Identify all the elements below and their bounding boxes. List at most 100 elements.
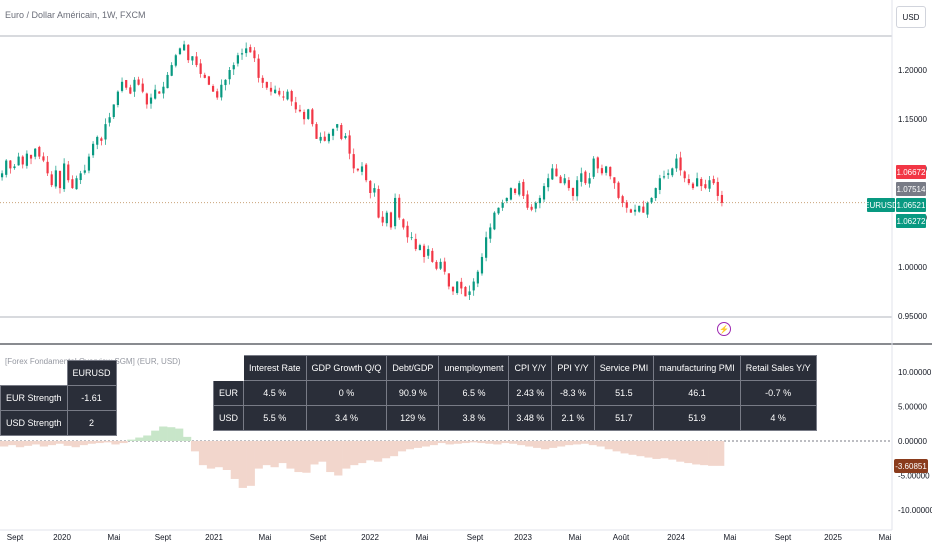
candle-body	[129, 87, 132, 94]
currency-button[interactable]: USD	[896, 6, 926, 28]
candle-body	[559, 176, 562, 184]
candle-body	[468, 291, 471, 295]
header-manufacturing-pmi: manufacturing PMI	[653, 355, 741, 381]
indicator-bar	[119, 441, 128, 444]
indicator-bar	[286, 441, 295, 469]
indicator-bar	[222, 441, 232, 470]
candle-body	[584, 171, 587, 184]
time-axis-label: Mai	[416, 533, 429, 542]
candle-body	[360, 166, 364, 172]
candle-body	[596, 157, 599, 169]
table-cell: 3.48 %	[508, 405, 553, 431]
candle-body	[319, 136, 322, 141]
indicator-bar	[405, 441, 415, 450]
candle-body	[650, 197, 653, 203]
candle-body	[112, 104, 115, 118]
candle-body	[302, 111, 306, 120]
candle-body	[17, 156, 20, 166]
candle-body	[476, 271, 479, 284]
table-row: EUR Strength -1.61	[0, 385, 117, 411]
close-price-tag: 1.07514	[896, 182, 926, 196]
indicator-axis-label: -10.00000	[898, 506, 932, 515]
candle-body	[75, 178, 78, 190]
candle-body	[658, 178, 661, 190]
candle-body	[526, 194, 529, 208]
candle-body	[381, 216, 384, 223]
candle-body	[13, 166, 16, 169]
candle-body	[162, 86, 165, 94]
indicator-bar	[87, 441, 96, 444]
indicator-bar	[47, 441, 56, 446]
indicator-bar	[381, 441, 391, 459]
time-axis[interactable]: Sept 2020 Mai Sept 2021 Mai Sept 2022 Mai Sept 202…	[7, 533, 892, 542]
candle-body	[538, 197, 541, 204]
table-cell: 5.5 %	[243, 405, 307, 431]
table-cell: 2.1 %	[551, 405, 595, 431]
header-ppi: PPI Y/Y	[551, 355, 595, 381]
candle-body	[493, 212, 496, 230]
indicator-bar	[461, 441, 470, 444]
candle-body	[261, 77, 264, 83]
candle-body	[199, 63, 202, 74]
indicator-bar	[246, 441, 255, 486]
indicator-bar	[175, 428, 184, 441]
indicator-bar	[660, 441, 669, 459]
indicator-bar	[572, 441, 582, 445]
candle-body	[120, 81, 124, 91]
candle-body	[216, 91, 219, 98]
candle-body	[600, 168, 604, 174]
indicator-bar	[453, 441, 462, 444]
candle-body	[38, 146, 41, 157]
price-axis-label: 1.20000	[898, 66, 927, 75]
indicator-bar	[326, 441, 335, 473]
candle-body	[67, 164, 70, 181]
current-price-tag: 1.06521	[896, 198, 926, 212]
candle-body	[298, 109, 302, 112]
indicator-bar	[445, 441, 454, 445]
candle-body	[166, 74, 169, 89]
time-axis-label: 2021	[205, 533, 223, 542]
indicator-bar	[541, 441, 550, 450]
candle-body	[133, 79, 136, 92]
candle-body	[406, 225, 409, 238]
candle-body	[5, 160, 8, 175]
indicator-bar	[684, 441, 693, 464]
indicator-bar	[708, 441, 717, 466]
time-axis-label: Mai	[108, 533, 121, 542]
candle-body	[336, 124, 339, 128]
candle-body	[34, 148, 37, 157]
lightning-icon[interactable]: ⚡	[717, 322, 731, 336]
indicator-bar	[517, 441, 526, 446]
price-chart-pane[interactable]	[0, 0, 932, 531]
candle-body	[679, 157, 682, 171]
candle-body	[402, 219, 405, 228]
candle-body	[154, 89, 157, 99]
header-service-pmi: Service PMI	[593, 355, 655, 381]
candle-body	[207, 76, 211, 85]
candle-body	[621, 196, 624, 203]
indicator-bar	[501, 441, 510, 444]
table-cell: 0 %	[305, 380, 388, 406]
table-cell: 46.1	[653, 380, 741, 406]
time-axis-label: Mai	[259, 533, 272, 542]
candle-body	[513, 188, 517, 193]
candle-body	[555, 168, 558, 177]
time-axis-label: Sept	[467, 533, 484, 542]
candle-body	[141, 83, 144, 92]
header-interest-rate: Interest Rate	[243, 355, 307, 381]
candle-body	[625, 202, 628, 208]
candle-body	[431, 250, 434, 262]
candle-body	[249, 47, 252, 53]
candle-body	[79, 173, 82, 181]
candle-body	[667, 173, 670, 175]
indicator-axis[interactable]: 10.00000 5.00000 0.00000 -5.00000 -10.00000	[898, 368, 932, 515]
indicator-bar	[7, 441, 17, 446]
candle-body	[71, 179, 74, 189]
candle-body	[671, 168, 674, 176]
indicator-bar	[190, 441, 200, 452]
indicator-bar	[556, 441, 566, 447]
indicator-bar	[564, 441, 574, 446]
candle-body	[551, 168, 554, 180]
indicator-axis-label: 5.00000	[898, 403, 927, 412]
